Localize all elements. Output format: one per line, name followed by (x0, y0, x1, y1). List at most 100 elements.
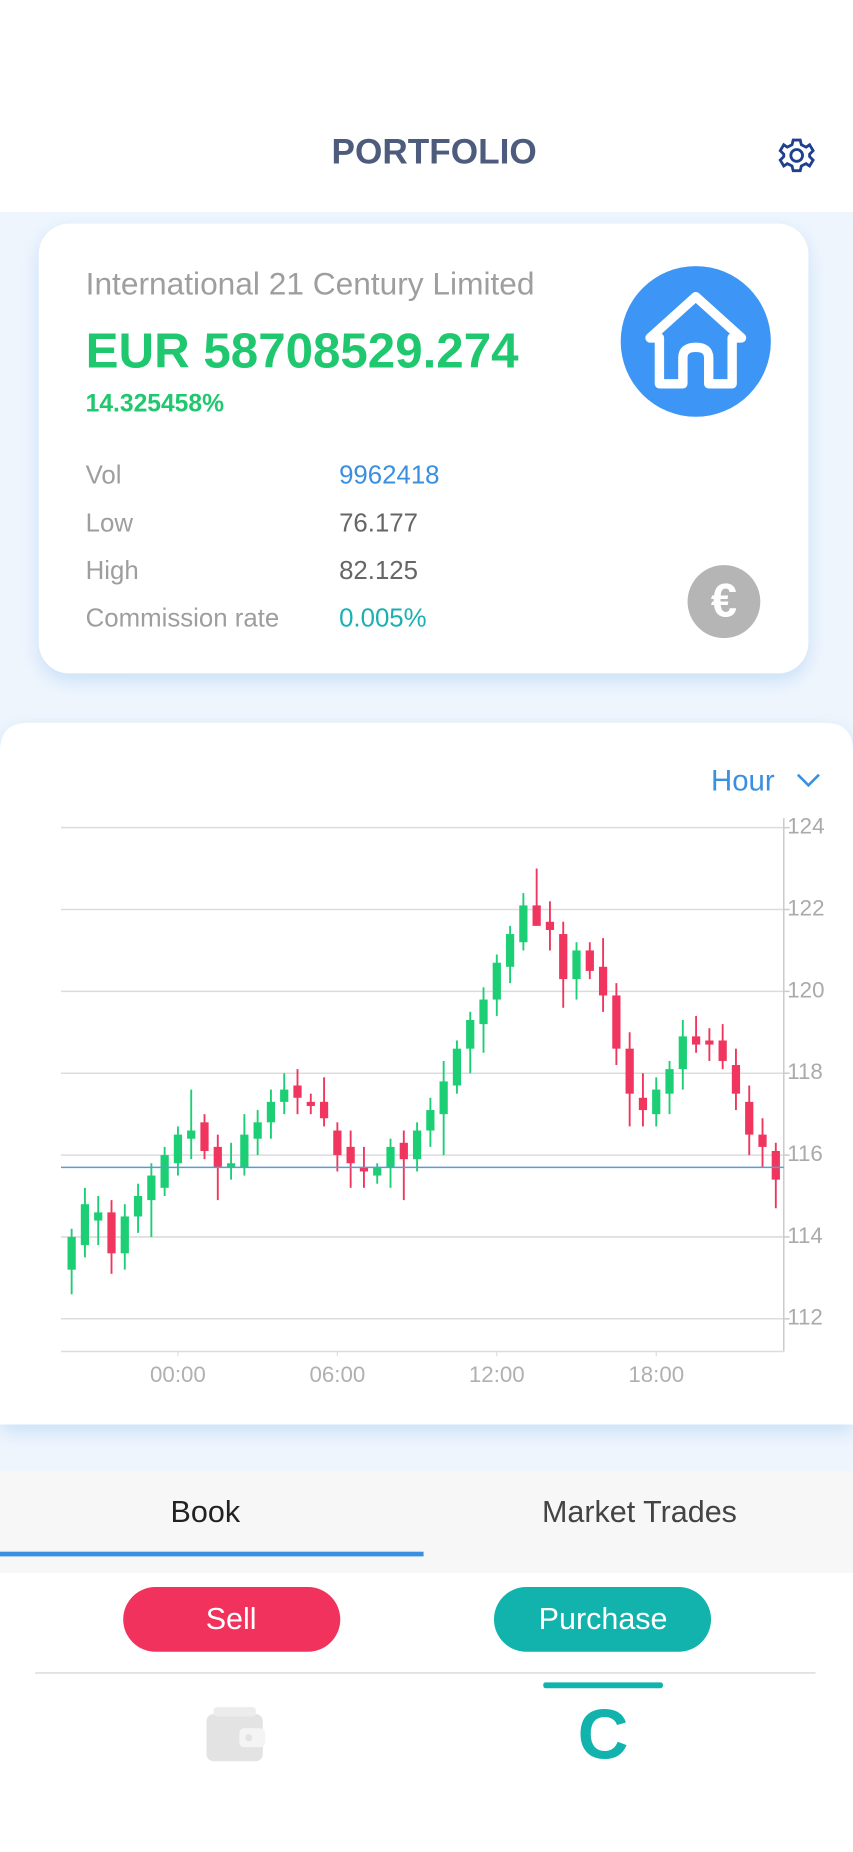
candle-body (386, 1146, 395, 1168)
stat-label: Commission rate (86, 605, 280, 633)
home-icon (645, 291, 747, 389)
candle-body (280, 1089, 289, 1102)
candle-body (466, 1020, 475, 1049)
y-tick-label: 124 (787, 814, 824, 839)
candle-body (625, 1048, 634, 1094)
x-tick-label: 06:00 (309, 1362, 365, 1387)
candle-body (399, 1142, 408, 1160)
x-tick-label: 00:00 (150, 1362, 206, 1387)
sell-label[interactable]: Sell (206, 1602, 257, 1636)
y-tick-label: 122 (787, 895, 824, 920)
nav-item[interactable]: C (578, 1695, 629, 1774)
candle-body (572, 950, 581, 980)
candle-body (652, 1089, 661, 1115)
purchase-label[interactable]: Purchase (539, 1602, 668, 1636)
candle-body (67, 1236, 76, 1270)
candle-body (346, 1146, 355, 1164)
candlestick-chart: 112 114 116 118 120 122 124 00:00 06:00 12:00 18:0… (61, 814, 825, 1387)
candle-body (505, 934, 515, 967)
candle-body (731, 1065, 741, 1094)
settings-icon[interactable] (778, 138, 815, 173)
candle-body (293, 1085, 302, 1098)
candle-body (306, 1101, 315, 1106)
candle-body (412, 1130, 422, 1160)
candle-body (452, 1048, 462, 1086)
stat-label: Vol (86, 462, 122, 490)
candle-body (160, 1155, 169, 1188)
candle-body (147, 1175, 156, 1201)
candle-body (439, 1081, 448, 1115)
header-title: PORTFOLIO (331, 133, 536, 172)
candle-body (133, 1196, 143, 1217)
stat-value: 9962418 (339, 462, 439, 490)
stats: Vol 9962418 Low 76.177 High 82.125 Commission … (86, 462, 440, 633)
portfolio-value: EUR 58708529.274 (86, 323, 519, 378)
candle-body (266, 1101, 276, 1123)
nav-indicator (543, 1682, 663, 1689)
stock-card (38, 223, 809, 674)
x-tick-label: 18:00 (628, 1362, 684, 1387)
header (0, 0, 853, 212)
candle-body (200, 1122, 209, 1151)
tab[interactable]: Market Trades (542, 1495, 737, 1529)
candle-body (80, 1204, 90, 1246)
y-tick-label: 120 (787, 977, 824, 1002)
candle-body (359, 1167, 369, 1172)
y-tick-label: 114 (787, 1223, 823, 1248)
euro-icon-bg (687, 565, 761, 639)
candle-body (253, 1122, 262, 1139)
candle-body (120, 1216, 129, 1254)
candle-body (745, 1101, 754, 1135)
candle-body (107, 1212, 116, 1254)
candle-body (559, 934, 568, 980)
candle-body (771, 1150, 780, 1180)
candle-body (333, 1130, 342, 1156)
dropdown-arrow[interactable] (796, 773, 820, 788)
candle-body (758, 1134, 767, 1147)
candle-body (545, 921, 555, 930)
euro-icon: € (711, 573, 737, 626)
wallet-icon[interactable] (206, 1707, 266, 1762)
purchase-button[interactable] (493, 1587, 712, 1652)
y-tick-label: 116 (787, 1141, 823, 1166)
sell-button[interactable] (123, 1587, 341, 1652)
tab-indicator (0, 1551, 424, 1557)
y-tick-label: 112 (787, 1305, 823, 1330)
stat-value: 76.177 (339, 509, 418, 537)
candle-body (479, 999, 488, 1025)
candle-body (492, 962, 501, 1000)
company-name: International 21 Century Limited (86, 265, 535, 301)
candle-body (705, 1040, 714, 1045)
candle-body (187, 1130, 196, 1139)
candle-body (691, 1036, 701, 1045)
home-icon-bg (620, 266, 771, 417)
stat-value: 0.005% (339, 605, 427, 633)
candle-body (373, 1167, 382, 1176)
y-tick-label: 118 (787, 1059, 823, 1084)
candle-body (173, 1134, 183, 1164)
change-percent: 14.325458% (86, 390, 224, 417)
candle-body (585, 950, 594, 971)
candle-body (94, 1212, 103, 1221)
interval-selector[interactable]: Hour (711, 765, 775, 798)
candle-body (426, 1110, 435, 1131)
candle-body (240, 1134, 249, 1168)
candle-body (678, 1036, 687, 1070)
candle-body (519, 905, 528, 943)
x-tick-label: 12:00 (469, 1362, 525, 1387)
tab[interactable]: Book (171, 1495, 241, 1529)
candle-body (612, 995, 621, 1049)
stat-label: Low (86, 509, 134, 537)
candle-body (532, 905, 541, 926)
candle-body (665, 1069, 674, 1094)
candle-body (598, 966, 608, 996)
candle-body (718, 1040, 727, 1061)
stat-label: High (86, 557, 139, 585)
candle-body (226, 1163, 236, 1168)
stat-value: 82.125 (339, 557, 418, 585)
candle-body (319, 1101, 329, 1119)
candle-body (638, 1097, 648, 1111)
